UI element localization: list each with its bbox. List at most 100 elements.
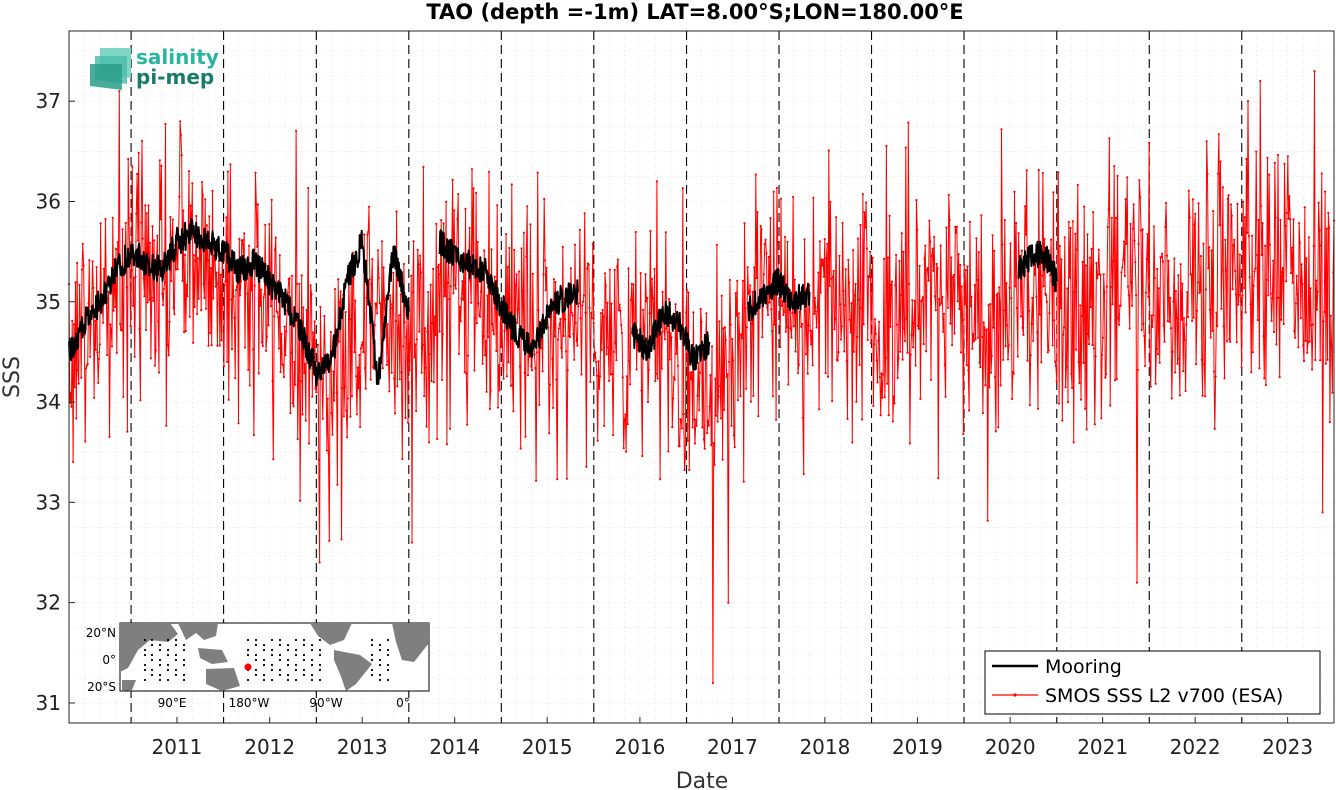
smos-data-point <box>1020 249 1023 252</box>
smos-data-point <box>430 380 433 383</box>
smos-data-point <box>573 243 577 246</box>
smos-data-point <box>933 295 937 298</box>
smos-data-point <box>934 309 937 312</box>
smos-data-point <box>703 447 706 450</box>
smos-data-point <box>765 252 768 255</box>
smos-data-point <box>463 371 466 374</box>
smos-data-point <box>77 382 80 385</box>
smos-data-point <box>393 377 396 380</box>
logo-text-pimep: pi-mep <box>136 65 214 89</box>
smos-data-point <box>1324 362 1327 365</box>
smos-data-point <box>1275 343 1278 346</box>
smos-data-point <box>570 311 573 314</box>
smos-data-point <box>522 231 526 234</box>
smos-data-point <box>616 265 619 268</box>
smos-data-point <box>1328 421 1331 424</box>
smos-data-point <box>1174 290 1177 293</box>
smos-data-point <box>923 257 926 260</box>
smos-data-point <box>1163 340 1166 343</box>
smos-data-point <box>562 334 565 338</box>
smos-data-point <box>802 472 805 476</box>
smos-data-point <box>1181 282 1184 285</box>
smos-data-point <box>1331 391 1334 394</box>
smos-data-point <box>71 319 74 322</box>
inset-mooring-dot <box>270 663 274 667</box>
smos-data-point <box>186 295 189 298</box>
smos-data-point <box>980 214 983 217</box>
smos-data-point <box>511 383 514 386</box>
smos-data-point <box>1040 361 1043 364</box>
smos-data-point <box>295 129 298 132</box>
smos-data-point <box>437 263 440 266</box>
smos-data-point <box>235 285 238 288</box>
smos-data-point <box>732 434 736 437</box>
smos-data-point <box>706 432 709 435</box>
smos-data-point <box>773 323 776 326</box>
smos-data-point <box>1289 271 1293 275</box>
x-tick-label: 2020 <box>985 735 1036 759</box>
smos-data-point <box>690 371 693 374</box>
smos-data-point <box>441 333 444 336</box>
smos-data-point <box>693 418 696 421</box>
smos-data-point <box>1110 216 1113 219</box>
smos-data-point <box>363 233 366 236</box>
chart-title: TAO (depth =-1m) LAT=8.00°S;LON=180.00°E <box>426 0 963 24</box>
smos-data-point <box>883 396 886 399</box>
smos-data-point <box>278 254 281 257</box>
smos-data-point <box>857 298 860 301</box>
smos-data-point <box>653 267 656 271</box>
smos-data-point <box>214 285 217 288</box>
smos-data-point <box>533 353 536 356</box>
smos-data-point <box>428 353 431 356</box>
smos-data-point <box>264 349 268 352</box>
smos-data-point <box>612 350 616 353</box>
smos-data-point <box>1008 286 1011 289</box>
smos-data-point <box>984 384 987 387</box>
inset-mooring-dot <box>386 678 390 682</box>
smos-data-point <box>941 295 944 299</box>
smos-data-point <box>423 327 427 330</box>
smos-data-point <box>1298 222 1301 225</box>
smos-data-point <box>449 285 452 288</box>
smos-data-point <box>144 328 148 331</box>
smos-data-point <box>1051 344 1054 347</box>
smos-data-point <box>303 371 306 374</box>
smos-data-point <box>492 333 495 336</box>
smos-data-point <box>621 376 624 379</box>
smos-data-point <box>1049 238 1053 241</box>
smos-data-point <box>538 403 541 406</box>
inset-mooring-dot <box>310 658 314 662</box>
smos-data-point <box>1103 291 1106 294</box>
smos-data-point <box>601 308 604 312</box>
smos-data-point <box>559 317 562 321</box>
smos-data-point <box>1202 242 1205 245</box>
smos-data-point <box>869 250 872 253</box>
smos-data-point <box>840 325 843 328</box>
smos-data-point <box>672 376 676 379</box>
smos-data-point <box>1322 320 1325 323</box>
smos-data-point <box>110 328 113 331</box>
smos-data-point <box>1174 371 1177 374</box>
smos-data-point <box>1272 259 1275 262</box>
smos-data-point <box>1143 334 1146 337</box>
smos-data-point <box>629 383 632 386</box>
smos-data-point <box>338 301 341 304</box>
smos-data-point <box>1199 290 1202 293</box>
smos-data-point <box>789 327 792 330</box>
inset-mooring-dot <box>246 648 250 652</box>
smos-data-point <box>282 375 285 379</box>
smos-data-point <box>229 163 232 166</box>
inset-mooring-dot <box>143 653 147 657</box>
smos-data-point <box>826 375 830 378</box>
smos-data-point <box>489 389 492 392</box>
smos-data-point <box>1173 257 1176 260</box>
smos-data-point <box>1130 280 1133 284</box>
smos-data-point <box>727 601 730 604</box>
smos-data-point <box>930 254 933 257</box>
smos-data-point <box>541 370 544 373</box>
smos-data-point <box>487 170 491 173</box>
smos-data-point <box>981 335 984 338</box>
smos-data-point <box>457 352 461 355</box>
smos-data-point <box>1111 303 1114 306</box>
smos-data-point <box>227 398 230 401</box>
